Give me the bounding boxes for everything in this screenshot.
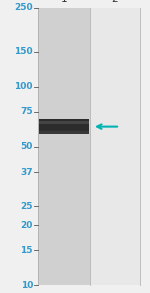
Bar bbox=[39, 132, 89, 134]
Text: 250: 250 bbox=[14, 4, 33, 13]
Text: 15: 15 bbox=[21, 246, 33, 255]
Bar bbox=[90, 8, 140, 285]
Text: 75: 75 bbox=[20, 107, 33, 116]
Bar bbox=[38, 8, 90, 285]
Text: 25: 25 bbox=[21, 202, 33, 211]
Text: 150: 150 bbox=[14, 47, 33, 57]
Text: 20: 20 bbox=[21, 221, 33, 230]
Bar bbox=[39, 121, 89, 124]
Text: 100: 100 bbox=[15, 82, 33, 91]
Text: 1: 1 bbox=[61, 0, 67, 4]
Bar bbox=[39, 119, 89, 134]
Text: 37: 37 bbox=[20, 168, 33, 177]
Text: 10: 10 bbox=[21, 280, 33, 289]
Text: 2: 2 bbox=[112, 0, 118, 4]
Text: 50: 50 bbox=[21, 142, 33, 151]
